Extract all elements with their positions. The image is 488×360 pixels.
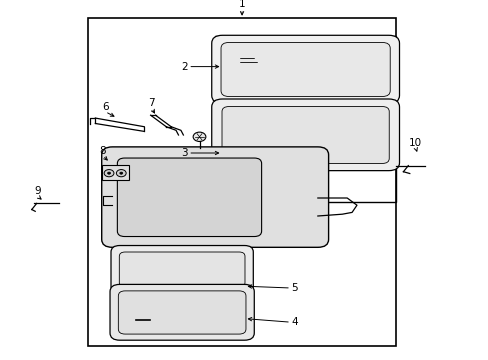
Circle shape (104, 170, 114, 177)
Text: 1: 1 (238, 0, 245, 9)
FancyBboxPatch shape (211, 99, 399, 171)
FancyBboxPatch shape (221, 42, 389, 96)
Text: 9: 9 (34, 186, 41, 196)
FancyBboxPatch shape (117, 158, 261, 237)
FancyBboxPatch shape (102, 147, 328, 247)
FancyBboxPatch shape (118, 291, 245, 334)
FancyBboxPatch shape (211, 35, 399, 103)
Text: 8: 8 (99, 145, 106, 156)
FancyBboxPatch shape (119, 252, 244, 287)
Circle shape (116, 170, 126, 177)
FancyBboxPatch shape (222, 107, 388, 163)
Text: 7: 7 (148, 98, 155, 108)
Bar (88, 18, 395, 346)
Circle shape (193, 132, 205, 141)
Text: 6: 6 (102, 102, 108, 112)
Bar (102, 165, 128, 180)
Circle shape (107, 172, 110, 174)
FancyBboxPatch shape (111, 246, 253, 293)
Text: 3: 3 (181, 148, 188, 158)
Bar (215, 36, 395, 202)
Text: 2: 2 (181, 62, 188, 72)
Text: 10: 10 (408, 138, 421, 148)
FancyBboxPatch shape (110, 284, 254, 340)
Circle shape (120, 172, 122, 174)
Text: 4: 4 (290, 317, 297, 327)
Text: 5: 5 (290, 283, 297, 293)
